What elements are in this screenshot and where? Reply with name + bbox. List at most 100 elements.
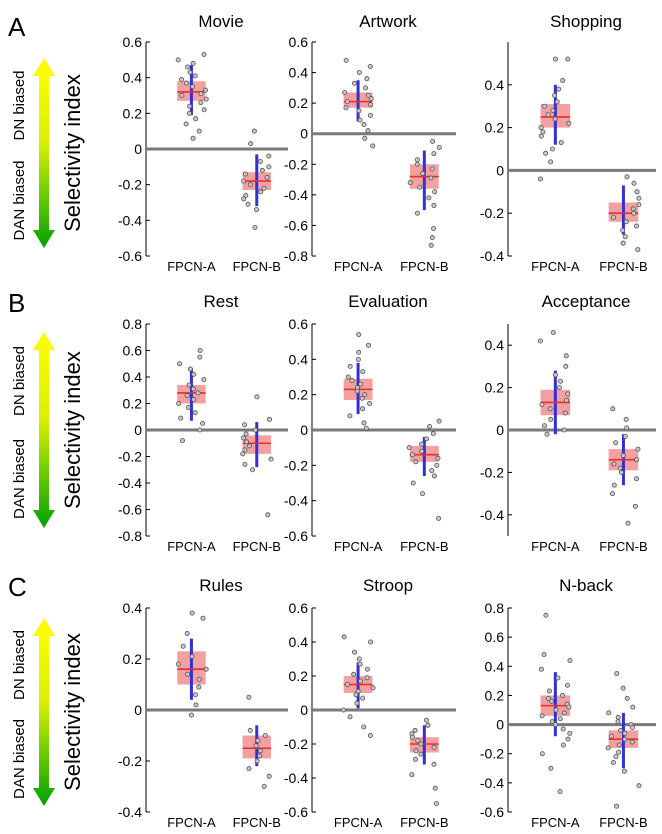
data-point: [351, 80, 357, 86]
y-tick-label: 0.4: [123, 70, 143, 86]
data-point: [176, 400, 182, 406]
data-point: [357, 678, 363, 684]
data-point: [248, 141, 254, 147]
y-tick-label: -0.4: [480, 775, 504, 791]
data-point: [632, 503, 638, 509]
box-fpcn-a: [537, 56, 572, 182]
y-tick-label: 0.4: [123, 369, 143, 385]
data-point: [363, 425, 369, 431]
data-point: [563, 397, 569, 403]
data-point: [203, 666, 209, 672]
x-tick-label: FPCN-A: [531, 539, 580, 554]
data-point: [191, 371, 197, 377]
data-point: [631, 210, 637, 216]
data-point: [538, 666, 544, 672]
data-point: [425, 722, 431, 728]
data-point: [635, 446, 641, 452]
y-tick-label: 0.4: [123, 600, 143, 616]
y-tick-label: -0.6: [284, 528, 308, 544]
y-tick-label: 0.6: [485, 629, 505, 645]
data-point: [359, 395, 365, 401]
dan-biased-label: DAN biased: [11, 439, 28, 519]
data-point: [357, 661, 363, 667]
data-point: [259, 167, 265, 173]
y-tick-label: 0.6: [123, 34, 143, 50]
x-tick-label: FPCN-B: [233, 539, 281, 554]
data-point: [354, 700, 360, 706]
subplot-title: Evaluation: [348, 292, 427, 311]
data-point: [356, 108, 362, 114]
data-point: [429, 235, 435, 241]
data-point: [565, 56, 571, 62]
data-point: [193, 116, 199, 122]
data-point: [634, 457, 640, 463]
x-tick-label: FPCN-A: [531, 815, 580, 830]
y-tick-label: 0: [134, 422, 142, 438]
data-point: [616, 742, 622, 748]
data-point: [254, 758, 260, 764]
box-fpcn-b: [241, 128, 272, 230]
data-point: [243, 431, 249, 437]
data-point: [368, 102, 374, 108]
data-point: [357, 117, 363, 123]
subplot-shopping: Shopping -0.4 -0.2 0 0.2 0.4 FPCN-A FPCN-B: [480, 12, 656, 274]
data-point: [355, 688, 361, 694]
x-tick-label: FPCN-A: [167, 539, 216, 554]
data-point: [567, 730, 573, 736]
data-point: [549, 698, 555, 704]
data-point: [242, 171, 248, 177]
data-point: [614, 671, 620, 677]
x-tick-label: FPCN-A: [334, 539, 383, 554]
data-point: [548, 159, 554, 165]
data-point: [410, 452, 416, 458]
data-point: [413, 459, 419, 465]
y-tick-label: -0.4: [118, 804, 142, 820]
data-point: [562, 410, 568, 416]
data-point: [566, 120, 572, 126]
data-point: [553, 707, 559, 713]
subplot-artwork: Artwork -0.8 -0.6 -0.4 -0.2 0 0.2 0.4 0.6 FPCN-A F…: [284, 12, 456, 274]
y-tick-label: 0.2: [289, 668, 309, 684]
gradient-arrow: [33, 332, 55, 528]
data-point: [254, 394, 260, 400]
data-point: [253, 743, 259, 749]
y-tick-label: 0.2: [289, 387, 309, 403]
data-point: [556, 385, 562, 391]
data-point: [178, 415, 184, 421]
data-point: [561, 427, 567, 433]
data-point: [185, 671, 191, 677]
data-point: [179, 438, 185, 444]
y-axis-label: Selectivity index: [60, 74, 85, 232]
data-point: [609, 491, 615, 497]
data-point: [557, 716, 563, 722]
y-tick-label: -0.8: [284, 248, 308, 264]
data-point: [561, 710, 567, 716]
data-point: [418, 751, 424, 757]
subplot-title: Stroop: [363, 576, 413, 595]
data-point: [361, 420, 367, 426]
data-point: [543, 612, 549, 618]
y-tick-label: -0.2: [284, 736, 308, 752]
data-point: [362, 135, 368, 141]
data-point: [420, 170, 426, 176]
data-point: [185, 404, 191, 410]
data-point: [564, 682, 570, 688]
box-fpcn-a: [176, 347, 207, 444]
data-point: [364, 76, 370, 82]
data-point: [608, 733, 614, 739]
y-tick-label: -0.2: [480, 746, 504, 762]
data-point: [192, 73, 198, 79]
x-tick-label: FPCN-B: [400, 539, 448, 554]
data-point: [548, 765, 554, 771]
data-point: [367, 63, 373, 69]
data-point: [635, 247, 641, 253]
y-tick-label: -0.2: [480, 205, 504, 221]
data-point: [636, 783, 642, 789]
data-point: [183, 80, 189, 86]
y-tick-label: -0.4: [118, 212, 142, 228]
y-tick-label: 0.4: [485, 337, 505, 353]
data-point: [195, 390, 201, 396]
box-fpcn-a: [340, 634, 376, 739]
data-point: [175, 57, 181, 63]
data-point: [634, 189, 640, 195]
